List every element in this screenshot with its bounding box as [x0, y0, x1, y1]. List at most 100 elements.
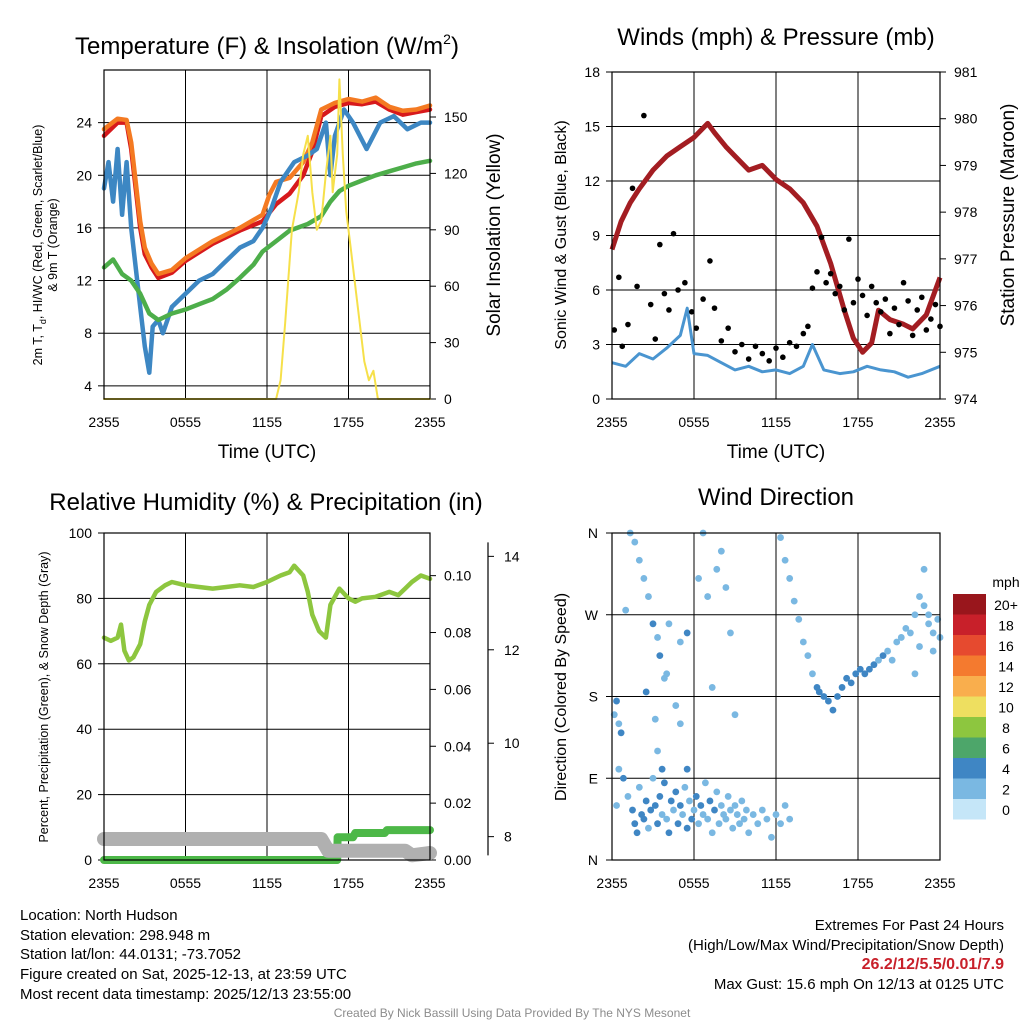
gust-point: [634, 283, 640, 290]
temp-xtick-label: 2355: [88, 414, 119, 430]
temp-xtick-label: 2355: [414, 414, 445, 430]
temp-xlabel: Time (UTC): [218, 442, 317, 463]
wdir-ytick-label: S: [589, 689, 598, 705]
credit-text: Created By Nick Bassill Using Data Provi…: [333, 1006, 691, 1020]
colorbar-label: 8: [1002, 720, 1010, 736]
wind-direction-point: [929, 629, 937, 637]
winds-ytick-label: 975: [954, 344, 978, 360]
winds-xtick-label: 0555: [678, 414, 709, 430]
winds-ytick-label: 12: [584, 173, 600, 189]
gust-point: [809, 285, 816, 291]
wind-direction-point: [911, 670, 919, 678]
winds-ytick-label: 976: [954, 298, 978, 314]
wind-direction-point: [635, 556, 643, 564]
wind-direction-point: [758, 806, 766, 814]
gust-point: [732, 348, 738, 355]
rh-ylabel: Percent, Precipitation (Green), & Snow D…: [37, 551, 51, 842]
temp-ytick-label: 150: [444, 109, 468, 125]
gust-point: [752, 343, 759, 350]
wind-direction-point: [795, 615, 803, 623]
wind-direction-point: [824, 697, 832, 705]
wind-direction-point: [617, 729, 625, 737]
colorbar-label: 14: [998, 659, 1014, 675]
winds-series-sonic-wind: [611, 306, 941, 379]
winds-ytick-label: 0: [592, 391, 600, 407]
winds-ytick-label: 3: [592, 337, 600, 353]
gust-point: [661, 290, 668, 297]
wind-direction-point: [699, 811, 707, 818]
wind-direction-point: [781, 802, 789, 809]
gust-point: [611, 327, 618, 333]
gust-point: [928, 316, 934, 322]
wdir-xtick-label: 1755: [842, 875, 873, 891]
wind-direction-point: [649, 774, 657, 782]
gust-point: [629, 185, 636, 192]
wind-direction-point: [925, 611, 933, 619]
wind-direction-point: [731, 711, 739, 719]
gust-point: [625, 321, 631, 328]
gust-point: [739, 341, 745, 348]
wind-direction-point: [676, 638, 684, 646]
gust-point: [932, 301, 939, 308]
gust-point: [896, 321, 902, 328]
colorbar-swatch: [953, 655, 986, 676]
winds-ytick-label: 980: [954, 111, 978, 127]
gust-point: [652, 336, 659, 342]
gust-point: [725, 325, 731, 331]
wind-direction-point: [642, 688, 650, 696]
rh-xtick-label: 1155: [252, 875, 282, 891]
wind-direction-point: [722, 584, 730, 591]
wind-direction-point: [656, 652, 664, 660]
wind-direction-point: [897, 634, 905, 641]
colorbar-label: 12: [998, 679, 1014, 695]
wdir-frame: [611, 532, 941, 861]
wind-direction-point: [742, 806, 750, 814]
temp-ytick-label: 12: [76, 273, 92, 289]
gust-point: [675, 287, 681, 293]
wind-direction-point: [804, 652, 812, 660]
wind-direction-point: [695, 575, 702, 582]
gust-point: [873, 299, 880, 306]
wdir-xtick-label: 2355: [596, 875, 627, 891]
rh-snow-tick-label: 10: [504, 735, 520, 751]
gust-point: [711, 305, 718, 311]
wind-direction-point: [763, 815, 771, 823]
wind-direction-point: [697, 802, 705, 809]
colorbar-label: 20+: [994, 597, 1018, 613]
wind-direction-point: [715, 820, 723, 828]
rh-ytick-label: 0.04: [444, 738, 471, 754]
winds-ytick-label: 6: [592, 282, 600, 298]
temp-ytick-label: 30: [444, 335, 460, 351]
wind-direction-point: [708, 829, 716, 837]
gust-point: [688, 309, 695, 315]
gust-point: [818, 234, 825, 241]
rh-frame: [103, 532, 431, 861]
gust-point: [846, 236, 852, 242]
wind-direction-point: [622, 606, 630, 614]
wind-direction-point: [749, 811, 757, 818]
wind-direction-point: [649, 620, 657, 628]
wind-direction-point: [772, 811, 780, 818]
rh-snow-tick-label: 12: [504, 642, 520, 658]
wind-direction-point: [640, 815, 648, 823]
wind-direction-point: [683, 629, 691, 637]
colorbar-label: 2: [1002, 782, 1010, 798]
wind-direction-point: [843, 674, 851, 682]
wind-direction-point: [920, 565, 928, 573]
colorbar-label: 6: [1002, 741, 1010, 757]
wind-direction-point: [916, 643, 923, 650]
wdir-ylabel: Direction (Colored By Speed): [553, 593, 570, 801]
gust-point: [657, 241, 663, 248]
wind-direction-point: [633, 829, 641, 837]
gust-point: [850, 299, 857, 306]
elevation-text: Station elevation: 298.948 m: [20, 926, 211, 944]
wind-direction-point: [820, 693, 828, 700]
gust-point: [868, 283, 875, 290]
winds-xlabel: Time (UTC): [727, 442, 826, 463]
rh-series-snow-depth: [97, 832, 437, 863]
created-text: Figure created on Sat, 2025-12-13, at 23…: [20, 966, 347, 984]
wind-direction-point: [658, 811, 666, 818]
wind-direction-point: [870, 661, 878, 669]
wind-direction-point: [847, 679, 855, 687]
gust-point: [882, 296, 889, 302]
